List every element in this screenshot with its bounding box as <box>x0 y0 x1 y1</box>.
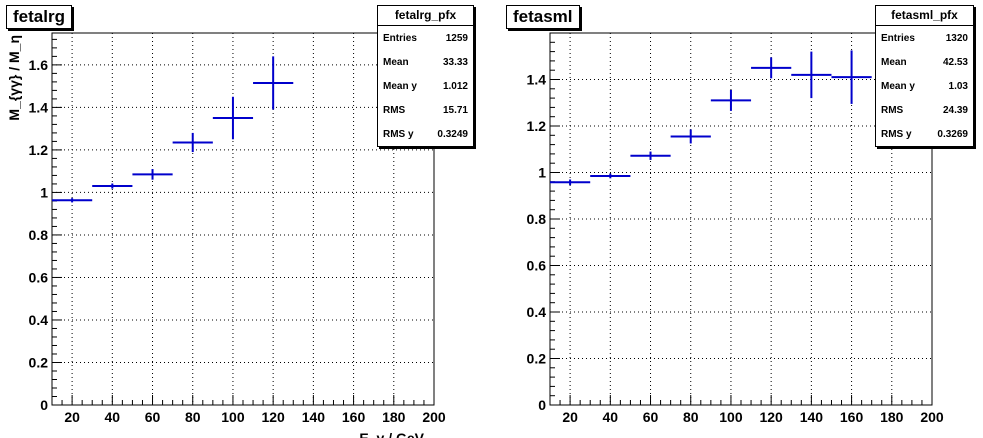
y-tick-label: 0 <box>538 397 546 413</box>
left-stats-row: Mean 33.33 <box>378 50 473 74</box>
stat-value: 33.33 <box>442 56 468 68</box>
right-stats-box: fetasml_pfx Entries 1320 Mean 42.53 Mean y… <box>875 5 974 147</box>
y-tick-label: 0.8 <box>527 211 547 227</box>
x-tick-label: 120 <box>759 409 783 425</box>
stat-label: RMS y <box>881 128 912 140</box>
y-tick-label: 0.8 <box>29 227 49 243</box>
y-tick-label: 0.4 <box>527 304 547 320</box>
x-tick-label: 80 <box>185 409 201 425</box>
y-tick-label: 1.2 <box>29 142 49 158</box>
stat-label: RMS <box>881 104 904 116</box>
left-stats-title: fetalrg_pfx <box>378 6 473 26</box>
stat-value: 1320 <box>945 32 968 44</box>
stat-value: 1.012 <box>442 80 468 92</box>
y-tick-label: 0.6 <box>527 258 547 274</box>
x-tick-label: 40 <box>105 409 121 425</box>
stat-label: RMS <box>383 104 406 116</box>
y-tick-label: 1.4 <box>527 72 547 88</box>
x-tick-label: 140 <box>800 409 824 425</box>
x-tick-label: 80 <box>683 409 699 425</box>
stat-label: Mean <box>881 56 907 68</box>
x-tick-label: 200 <box>422 409 446 425</box>
y-tick-label: 0.4 <box>29 312 49 328</box>
right-chart-title: fetasml <box>506 5 580 29</box>
stat-value: 0.3269 <box>937 128 968 140</box>
stat-label: Mean <box>383 56 409 68</box>
right-stats-row: Entries 1320 <box>876 26 973 50</box>
x-tick-label: 120 <box>261 409 285 425</box>
stat-label: Mean y <box>881 80 915 92</box>
stat-value: 1259 <box>445 32 468 44</box>
x-tick-label: 60 <box>145 409 161 425</box>
left-stats-row: Mean y 1.012 <box>378 74 473 98</box>
right-stats-row: Mean y 1.03 <box>876 74 973 98</box>
y-tick-label: 1.4 <box>29 99 49 115</box>
x-axis-label: E_γ / GeV <box>359 430 424 438</box>
y-tick-label: 0 <box>40 397 48 413</box>
right-stats-title: fetasml_pfx <box>876 6 973 26</box>
y-tick-label: 1.2 <box>527 118 547 134</box>
x-tick-label: 20 <box>562 409 578 425</box>
y-tick-label: 1 <box>538 165 546 181</box>
stat-label: Entries <box>383 32 417 44</box>
y-tick-label: 1 <box>40 184 48 200</box>
x-tick-label: 160 <box>342 409 366 425</box>
x-tick-label: 100 <box>221 409 245 425</box>
x-tick-label: 100 <box>719 409 743 425</box>
y-tick-label: 0.6 <box>29 269 49 285</box>
left-stats-row: Entries 1259 <box>378 26 473 50</box>
y-tick-label: 0.2 <box>527 351 547 367</box>
y-tick-label: 0.2 <box>29 354 49 370</box>
right-stats-row: RMS y 0.3269 <box>876 122 973 146</box>
x-tick-label: 200 <box>920 409 944 425</box>
left-chart-title: fetalrg <box>6 5 72 29</box>
stat-value: 1.03 <box>948 80 968 92</box>
stat-label: RMS y <box>383 128 414 140</box>
x-tick-label: 60 <box>643 409 659 425</box>
left-stats-row: RMS 15.71 <box>378 98 473 122</box>
right-stats-row: RMS 24.39 <box>876 98 973 122</box>
x-tick-label: 180 <box>880 409 904 425</box>
x-tick-label: 180 <box>382 409 406 425</box>
x-tick-label: 20 <box>64 409 80 425</box>
stat-value: 0.3249 <box>437 128 468 140</box>
left-stats-box: fetalrg_pfx Entries 1259 Mean 33.33 Mean y… <box>377 5 474 147</box>
y-axis-label: M_{γγ} / M_η <box>6 35 22 121</box>
y-tick-label: 1.6 <box>29 57 49 73</box>
stat-label: Entries <box>881 32 915 44</box>
stat-value: 15.71 <box>442 104 468 116</box>
right-stats-row: Mean 42.53 <box>876 50 973 74</box>
x-tick-label: 140 <box>302 409 326 425</box>
x-tick-label: 40 <box>603 409 619 425</box>
stat-value: 42.53 <box>942 56 968 68</box>
x-tick-label: 160 <box>840 409 864 425</box>
left-stats-row: RMS y 0.3249 <box>378 122 473 146</box>
stat-label: Mean y <box>383 80 417 92</box>
stat-value: 24.39 <box>942 104 968 116</box>
